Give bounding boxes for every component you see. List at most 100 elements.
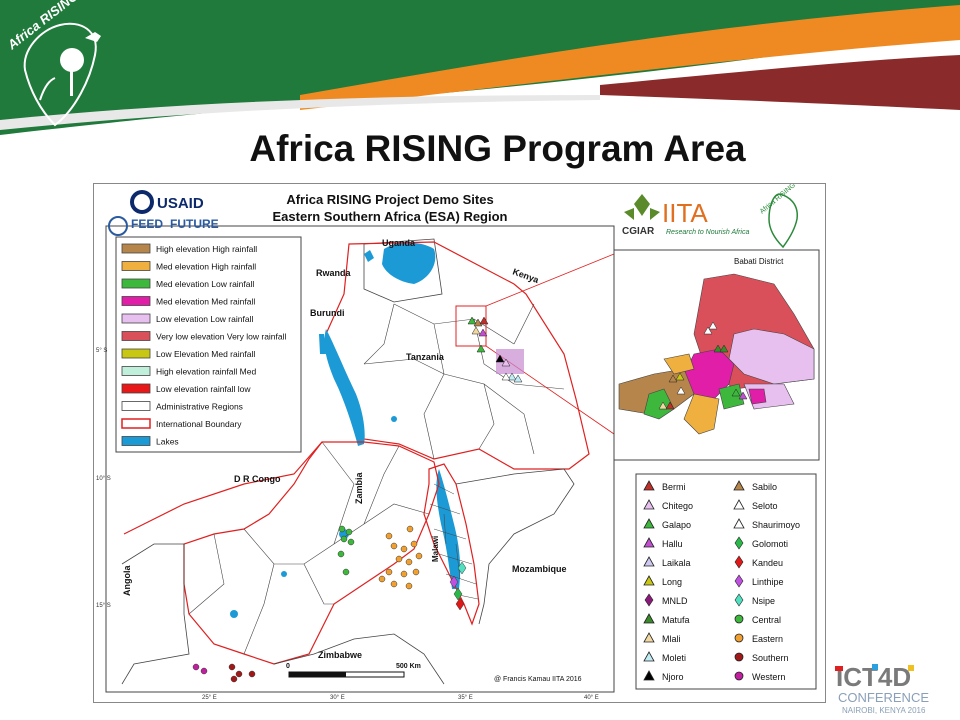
site-label: Seloto [752, 501, 778, 511]
legend-item: Administrative Regions [121, 401, 243, 412]
site-legend-item: Central [734, 614, 781, 625]
site-symbol [734, 574, 744, 588]
legend-label: High elevation rainfall Med [156, 367, 256, 377]
lake-tanganyika [324, 329, 365, 446]
site-label: Western [752, 672, 785, 682]
legend-swatch [121, 401, 151, 411]
legend-label: Administrative Regions [156, 402, 243, 412]
site-legend-item: Njoro [643, 670, 684, 682]
site-symbol [733, 480, 745, 491]
site-legend-item: Golomoti [734, 536, 788, 550]
svg-text:USAID: USAID [157, 195, 204, 212]
lon-tick-40: 40° E [584, 695, 599, 701]
map-title-line2: Eastern Southern Africa (ESA) Region [273, 209, 508, 224]
legend-swatch [121, 366, 151, 376]
site-symbol [643, 613, 655, 624]
site-label: Shaurimoyo [752, 520, 800, 530]
lon-tick-30: 30° E [330, 695, 345, 701]
sites-legend [635, 473, 817, 690]
site-symbol [733, 518, 745, 529]
inset-title: Babati District [734, 257, 784, 266]
site-symbol [733, 499, 745, 510]
lon-tick-35: 35° E [458, 695, 473, 701]
site-legend-item: Nsipe [734, 593, 775, 607]
legend-item: Low Elevation Med rainfall [121, 348, 255, 359]
label-zambia: Zambia [354, 471, 364, 504]
map-figure: USAID FEED FUTURE Africa RISING Project … [93, 183, 826, 703]
site-legend-item: Moleti [643, 651, 686, 663]
svg-text:Research to Nourish Africa: Research to Nourish Africa [666, 229, 749, 236]
map-credit: @ Francis Kamau IITA 2016 [494, 676, 582, 683]
legend-label: High elevation High rainfall [156, 244, 257, 254]
site-symbol [734, 633, 744, 643]
zimbabwe-site-markers [192, 663, 256, 683]
usaid-logo: USAID [130, 190, 204, 214]
site-legend-item: Laikala [643, 556, 691, 568]
site-symbol [643, 499, 655, 510]
legend-swatch [121, 383, 151, 394]
site-symbol [644, 593, 654, 607]
site-legend-item: Sabilo [733, 480, 777, 492]
legend-label: Lakes [156, 437, 179, 447]
legend-item: Med elevation High rainfall [121, 261, 256, 272]
tanzania-site-markers [467, 316, 524, 383]
label-tanzania: Tanzania [406, 352, 445, 362]
site-symbol [643, 651, 655, 662]
site-legend-item: Eastern [734, 633, 783, 644]
legend-label: Very low elevation Very low rainfall [156, 332, 287, 342]
legend-item: Med elevation Med rainfall [121, 296, 255, 307]
site-symbol [643, 556, 655, 567]
legend-item: Very low elevation Very low rainfall [121, 331, 287, 342]
site-symbol [734, 593, 744, 607]
site-legend-item: Shaurimoyo [733, 518, 800, 530]
label-angola: Angola [122, 565, 132, 596]
site-symbol [643, 518, 655, 529]
site-label: Bermi [662, 482, 686, 492]
legend-label: International Boundary [156, 419, 242, 429]
legend-item: International Boundary [121, 418, 242, 429]
site-symbol [734, 652, 744, 662]
site-legend-item: MNLD [644, 593, 688, 607]
legend-swatch [121, 296, 151, 306]
site-legend-item: Kandeu [734, 555, 783, 569]
legend-item: High elevation rainfall Med [121, 366, 256, 377]
label-zimbabwe: Zimbabwe [318, 650, 362, 660]
iita-logo: IITA Research to Nourish Africa [662, 198, 749, 236]
site-label: Golomoti [752, 539, 788, 549]
header-banner: Africa RISING [0, 0, 960, 135]
legend-item: High elevation High rainfall [121, 243, 257, 254]
legend-swatch [121, 348, 151, 359]
site-symbol [734, 614, 744, 624]
map-legend [115, 236, 302, 453]
zambia-site-markers [337, 525, 423, 590]
site-legend-item: Western [734, 671, 785, 682]
legend-item: Lakes [121, 436, 179, 447]
legend-swatch [121, 436, 151, 446]
site-label: Hallu [662, 539, 683, 549]
site-label: Matufa [662, 615, 690, 625]
scale-bar: 0 500 Km [286, 663, 421, 678]
lat-tick-5: 5° S [96, 348, 107, 354]
lon-tick-25: 25° E [202, 695, 217, 701]
legend-label: Low elevation rainfall low [156, 384, 251, 394]
svg-text:500 Km: 500 Km [396, 663, 421, 670]
site-label: Central [752, 615, 781, 625]
cgiar-logo: CGIAR [622, 194, 660, 237]
site-legend-item: Linthipe [734, 574, 784, 588]
legend-item: Low elevation rainfall low [121, 383, 251, 394]
legend-swatch [121, 418, 151, 429]
legend-swatch [121, 313, 151, 324]
site-label: Long [662, 577, 682, 587]
site-legend-item: Bermi [643, 480, 686, 492]
label-drc: D R Congo [234, 474, 281, 484]
legend-label: Med elevation Low rainfall [156, 279, 254, 289]
svg-text:FUTURE: FUTURE [170, 217, 219, 231]
site-legend-item: Mlali [643, 632, 681, 644]
malawi-site-markers [449, 561, 467, 611]
site-label: Laikala [662, 558, 691, 568]
svg-text:CGIAR: CGIAR [622, 226, 655, 237]
site-label: Nsipe [752, 596, 775, 606]
site-legend-item: Long [643, 575, 682, 587]
site-label: MNLD [662, 596, 688, 606]
site-symbol [734, 671, 744, 681]
